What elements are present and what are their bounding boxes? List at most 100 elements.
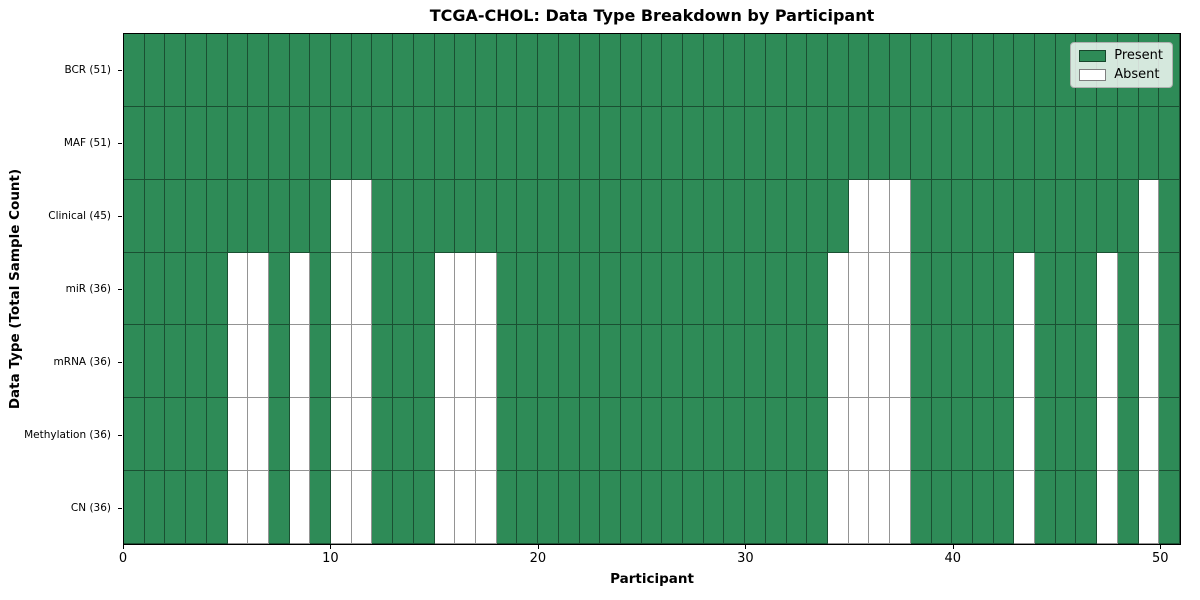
heatmap-cell <box>476 252 497 326</box>
heatmap-cell <box>268 179 290 253</box>
heatmap-cell <box>1055 471 1077 544</box>
heatmap-cell <box>869 252 891 326</box>
heatmap-cell <box>683 106 704 180</box>
heatmap-cell <box>227 398 249 472</box>
heatmap-cell <box>1014 179 1036 253</box>
heatmap-cell <box>1138 106 1160 180</box>
heatmap-cell <box>351 34 373 107</box>
legend-label-present: Present <box>1114 48 1163 63</box>
heatmap-cell <box>331 106 352 180</box>
y-tick-mark <box>118 215 122 217</box>
heatmap-cell <box>310 34 332 107</box>
heatmap-cell <box>124 106 145 180</box>
x-axis-label: Participant <box>610 571 694 587</box>
heatmap-cell <box>144 179 166 253</box>
heatmap-cell <box>869 179 891 253</box>
heatmap-cell <box>1159 325 1180 399</box>
heatmap-cell <box>455 398 476 472</box>
heatmap-cell <box>807 471 828 544</box>
heatmap-cell <box>869 106 891 180</box>
heatmap-cell <box>765 106 787 180</box>
y-tick-label: Methylation (36) <box>24 429 111 442</box>
heatmap-cell <box>848 106 870 180</box>
heatmap-cell <box>703 252 725 326</box>
heatmap-cell <box>972 398 994 472</box>
heatmap-cell <box>268 471 290 544</box>
heatmap-cell <box>931 398 953 472</box>
heatmap-cell <box>828 179 849 253</box>
heatmap-cell <box>227 471 249 544</box>
heatmap-cell <box>248 34 269 107</box>
heatmap-cell <box>972 471 994 544</box>
heatmap-cell <box>931 252 953 326</box>
heatmap-cell <box>144 252 166 326</box>
heatmap-cell <box>703 106 725 180</box>
heatmap-cell <box>331 471 352 544</box>
heatmap-cell <box>662 34 684 107</box>
heatmap-cell <box>641 325 663 399</box>
heatmap-cell <box>1035 325 1056 399</box>
heatmap-cell <box>1138 252 1160 326</box>
heatmap-cell <box>496 34 518 107</box>
x-tick-label: 10 <box>322 551 339 566</box>
heatmap-cell <box>724 471 746 544</box>
heatmap-cell <box>434 252 456 326</box>
heatmap-cell <box>828 471 849 544</box>
heatmap-cell <box>372 398 394 472</box>
heatmap-cell <box>268 106 290 180</box>
plot-area: Present Absent <box>123 33 1181 545</box>
heatmap-cell <box>455 106 476 180</box>
heatmap-cell <box>124 471 145 544</box>
heatmap-cell <box>993 106 1015 180</box>
heatmap-cell <box>993 179 1015 253</box>
heatmap-cell <box>248 179 269 253</box>
heatmap-cell <box>351 252 373 326</box>
heatmap-cell <box>1076 398 1098 472</box>
heatmap-cell <box>558 398 580 472</box>
heatmap-cell <box>413 106 435 180</box>
heatmap-cell <box>662 398 684 472</box>
heatmap-cell <box>1117 325 1139 399</box>
heatmap-cell <box>413 179 435 253</box>
heatmap-cell <box>289 34 311 107</box>
heatmap-cell <box>1097 471 1118 544</box>
heatmap-cell <box>579 106 601 180</box>
heatmap-cell <box>890 325 911 399</box>
heatmap-cell <box>1097 398 1118 472</box>
heatmap-cell <box>662 325 684 399</box>
y-tick-mark <box>118 508 122 510</box>
heatmap-cell <box>538 252 559 326</box>
heatmap-cell <box>993 325 1015 399</box>
heatmap-cell <box>765 398 787 472</box>
y-tick-label: MAF (51) <box>63 136 111 149</box>
heatmap-cell <box>724 398 746 472</box>
heatmap-cell <box>807 106 828 180</box>
heatmap-cell <box>538 179 559 253</box>
heatmap-cell <box>910 471 932 544</box>
heatmap-cell <box>828 106 849 180</box>
heatmap-cell <box>517 398 539 472</box>
legend: Present Absent <box>1070 42 1173 88</box>
heatmap-cell <box>248 106 269 180</box>
heatmap-cell <box>786 325 808 399</box>
heatmap-cell <box>745 106 766 180</box>
heatmap-cell <box>848 179 870 253</box>
heatmap-cell <box>952 252 973 326</box>
heatmap-cell <box>289 106 311 180</box>
heatmap-cell <box>372 179 394 253</box>
heatmap-cell <box>124 252 145 326</box>
heatmap-cell <box>620 471 642 544</box>
heatmap-cell <box>413 34 435 107</box>
heatmap-cell <box>972 252 994 326</box>
heatmap-cell <box>828 325 849 399</box>
heatmap-cell <box>1097 252 1118 326</box>
heatmap-cell <box>1035 471 1056 544</box>
heatmap-cell <box>434 325 456 399</box>
x-tick-mark <box>330 545 332 549</box>
heatmap-cell <box>993 471 1015 544</box>
heatmap-cell <box>807 325 828 399</box>
heatmap-cell <box>393 179 414 253</box>
heatmap-cell <box>393 34 414 107</box>
heatmap-cell <box>952 325 973 399</box>
heatmap-cell <box>1097 179 1118 253</box>
